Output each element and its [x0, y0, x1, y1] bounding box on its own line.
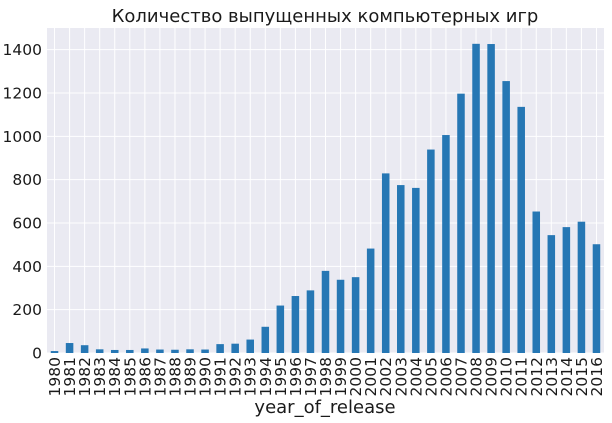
y-tick-label: 200 — [12, 301, 42, 319]
bar-2006 — [442, 135, 450, 353]
y-tick-label: 800 — [12, 171, 42, 189]
bar-2010 — [502, 81, 510, 353]
y-tick-label: 0 — [32, 345, 42, 363]
y-tick-label: 1000 — [3, 128, 42, 146]
x-tick-label: 2012 — [528, 357, 546, 396]
y-tick-label: 1400 — [3, 41, 42, 59]
bar-1984 — [110, 349, 119, 353]
x-tick-label: 1990 — [197, 357, 215, 396]
bar-2001 — [366, 248, 375, 353]
x-tick-label: 2002 — [377, 357, 395, 396]
x-tick-label: 1996 — [287, 357, 305, 396]
bar-1995 — [276, 305, 285, 353]
bar-1998 — [321, 270, 330, 353]
x-tick-label: 2000 — [347, 357, 365, 396]
x-tick-label: 2003 — [392, 357, 410, 396]
bar-1981 — [65, 343, 74, 353]
bar-2011 — [517, 106, 525, 353]
bar-1991 — [216, 344, 224, 353]
chart-title: Количество выпущенных компьютерных игр — [112, 6, 539, 27]
bar-1990 — [201, 349, 209, 353]
x-tick-label: 1983 — [91, 357, 109, 396]
x-tick-label: 1997 — [302, 357, 320, 396]
x-tick-label: 1981 — [61, 357, 79, 396]
x-tick-label: 1982 — [76, 357, 94, 396]
bar-1988 — [171, 349, 179, 353]
bar-2004 — [412, 187, 420, 353]
bar-2003 — [397, 185, 405, 353]
bar-1986 — [141, 348, 149, 353]
bar-2013 — [547, 235, 556, 353]
x-tick-label: 1995 — [272, 357, 290, 396]
x-tick-label: 1992 — [227, 357, 245, 396]
x-tick-label: 2008 — [468, 357, 486, 396]
x-tick-label: 2014 — [558, 357, 576, 396]
x-tick-label: 1988 — [166, 357, 184, 396]
bar-1987 — [156, 349, 164, 353]
bar-1993 — [246, 339, 254, 353]
x-tick-label: 1987 — [151, 357, 169, 396]
bar-1985 — [126, 349, 134, 353]
x-tick-label: 1991 — [212, 357, 230, 396]
bar-2002 — [381, 173, 390, 353]
x-tick-label: 2007 — [452, 357, 470, 396]
bar-1999 — [336, 279, 345, 353]
x-tick-label: 1984 — [106, 357, 124, 396]
bar-1997 — [306, 290, 315, 353]
bars — [50, 43, 601, 354]
bar-1994 — [261, 326, 270, 353]
bar-1980 — [50, 351, 59, 353]
x-tick-label: 2001 — [362, 357, 380, 396]
bar-2007 — [457, 93, 465, 354]
bar-2015 — [577, 221, 586, 353]
x-tick-label: 2010 — [498, 357, 516, 396]
bar-1989 — [186, 349, 194, 353]
x-tick-label: 1998 — [317, 357, 335, 396]
bar-1992 — [231, 343, 239, 353]
x-tick-label: 1993 — [242, 357, 260, 396]
bar-1982 — [80, 345, 89, 353]
x-tick-label: 2006 — [437, 357, 455, 396]
x-tick-label: 1999 — [332, 357, 350, 396]
x-tick-label: 2004 — [407, 357, 425, 396]
x-tick-label: 2015 — [573, 357, 591, 396]
x-tick-label: 1980 — [46, 357, 64, 396]
x-tick-label: 2009 — [483, 357, 501, 396]
bar-2016 — [592, 244, 601, 353]
x-tick-label: 1994 — [257, 357, 275, 396]
x-tick-label: 2016 — [588, 357, 606, 396]
bar-2000 — [351, 277, 360, 353]
x-tick-label: 2013 — [543, 357, 561, 396]
bar-2005 — [427, 149, 435, 353]
bar-2008 — [472, 43, 480, 354]
y-tick-label: 1200 — [3, 85, 42, 103]
x-tick-label: 1986 — [136, 357, 154, 396]
bar-1983 — [95, 349, 104, 353]
bar-2012 — [532, 211, 541, 353]
x-tick-label: 2011 — [513, 357, 531, 396]
x-tick-label: 1989 — [182, 357, 200, 396]
x-tick-label: 2005 — [422, 357, 440, 396]
x-tick-labels: 1980198119821983198419851986198719881989… — [46, 357, 606, 396]
x-tick-label: 1985 — [121, 357, 139, 396]
x-axis-label: year_of_release — [254, 397, 395, 418]
bar-1996 — [291, 296, 300, 353]
y-tick-label: 600 — [12, 215, 42, 233]
y-tick-labels: 0 200 400 600 800 1000 1200 1400 — [3, 41, 42, 362]
bar-2009 — [487, 44, 495, 354]
y-tick-label: 400 — [12, 258, 42, 276]
bar-2014 — [562, 227, 571, 353]
